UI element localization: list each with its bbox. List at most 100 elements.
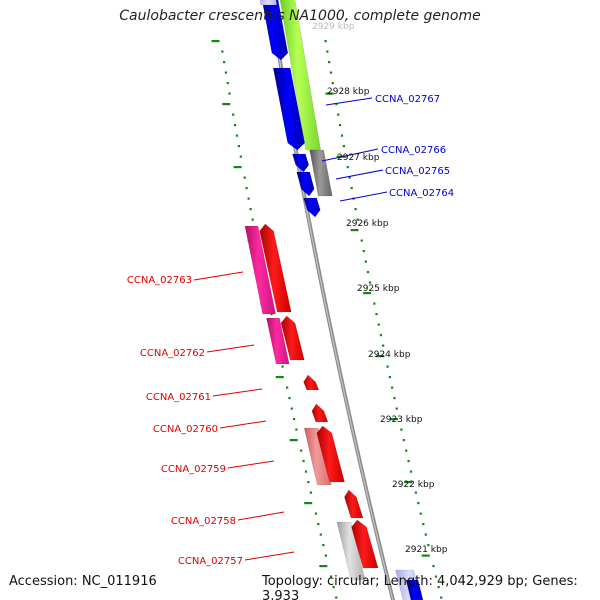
gene-ccna-02765-arrow[interactable] [296,171,315,197]
tick-label-2927: 2927 kbp [337,153,380,163]
outer-minor-tick [356,218,359,221]
outer-minor-tick [360,239,363,242]
gene-ccna-02761-arrow[interactable] [303,374,320,391]
gene-ccna-02762-arrow[interactable] [280,315,305,361]
inner-minor-tick [329,575,333,578]
outer-minor-tick [382,344,385,347]
outer-minor-tick [409,470,413,473]
outer-minor-tick [424,533,427,536]
backbone-strip [268,0,395,600]
outer-minor-tick [405,449,408,452]
tick-label-2922: 2922 kbp [392,480,435,490]
leader-ccna-02762 [206,344,255,353]
gene-ccna-02758-arrow[interactable] [344,489,364,519]
inner-minor-tick [226,82,229,85]
outer-minor-tick [388,376,391,379]
outer-minor-tick [326,50,329,53]
gene-ccna-02768-arrow[interactable] [261,0,289,61]
reverse-gene-labels: CCNA_02763 CCNA_02762 CCNA_02761 CCNA_02… [127,275,243,567]
gene-label-ccna-02760[interactable]: CCNA_02760 [153,424,218,435]
outer-minor-tick [400,428,403,431]
tick-label-2926: 2926 kbp [346,219,389,229]
inner-minor-tick [245,187,248,190]
gene-ccna-02760-arrow[interactable] [311,403,329,423]
inner-minor-tick [286,386,289,389]
top-lavender-feature[interactable] [259,0,278,6]
outer-minor-tick [386,365,389,368]
gene-label-ccna-02762[interactable]: CCNA_02762 [140,348,205,359]
tick-label-top-cut: 2929 kbp [312,22,355,32]
outer-minor-tick [350,187,353,190]
leader-ccna-02758 [237,511,285,521]
accession-label: Accession: NC_011916 [9,574,157,589]
inner-minor-tick [332,586,335,589]
outer-major-tick [404,481,413,484]
inner-minor-tick [243,176,246,179]
gene-ccna-02759-cds[interactable] [303,427,332,486]
gene-ccna-02763-cds[interactable] [244,225,277,315]
gene-ccna-02757-arrow[interactable] [351,519,379,569]
inner-minor-tick [228,92,231,95]
bottom-blue-feature[interactable] [405,579,424,600]
leader-ccna-02765 [335,169,384,180]
outer-minor-tick [354,208,357,211]
gene-label-ccna-02757[interactable]: CCNA_02757 [178,556,243,567]
inner-major-tick [233,166,242,169]
inner-minor-tick [235,134,239,137]
leader-ccna-02766 [321,148,379,162]
gene-ccna-02766-arrow[interactable] [292,153,310,173]
inner-minor-tick [290,407,293,410]
gene-label-ccna-02764[interactable]: CCNA_02764 [389,188,454,199]
inner-minor-tick [247,197,250,200]
inner-minor-tick [335,596,338,599]
outer-minor-tick [328,61,331,64]
inner-major-tick [222,103,231,106]
leader-ccna-02763 [193,271,244,281]
inner-minor-tick [292,418,296,421]
label-leader-lines [193,97,388,561]
outer-minor-tick [395,407,398,410]
gene-ccna-02759-arrow[interactable] [316,425,345,483]
inner-minor-tick [324,554,327,557]
inner-minor-tick [233,124,237,127]
inner-minor-tick [317,523,320,526]
gene-label-ccna-02761[interactable]: CCNA_02761 [146,392,211,403]
genome-summary-label: Topology: circular; Length: 4,042,929 bp… [262,574,578,600]
outer-minor-tick [368,281,372,284]
outer-minor-tick [366,271,370,274]
outer-minor-tick [419,512,422,515]
outer-minor-tick [337,113,340,116]
gene-label-ccna-02766[interactable]: CCNA_02766 [381,145,446,156]
gene-ccna-02763-arrow[interactable] [259,223,292,313]
gene-ccna-02762-cds[interactable] [266,317,290,365]
inner-minor-tick [249,208,252,211]
gene-label-ccna-02765[interactable]: CCNA_02765 [385,166,450,177]
inner-minor-tick [239,155,242,158]
leader-ccna-02759 [227,460,275,469]
inner-major-tick [275,376,284,379]
gene-label-ccna-02758[interactable]: CCNA_02758 [171,516,236,527]
gene-label-ccna-02763[interactable]: CCNA_02763 [127,275,192,286]
gene-grey-feature[interactable] [309,149,333,197]
gene-ccna-02767-arrow[interactable] [272,67,306,151]
gene-ccna-02757-grey[interactable] [336,521,366,581]
outer-minor-tick [338,124,342,127]
outer-minor-tick [393,397,396,400]
outer-minor-tick [427,544,430,547]
genome-backbone [268,0,395,600]
leader-ccna-02761 [212,388,263,397]
outer-minor-tick [434,575,438,578]
inner-minor-tick [302,460,305,463]
inner-minor-tick [322,544,325,547]
gene-ccna-02764-arrow[interactable] [303,197,321,218]
outer-minor-tick [373,302,376,305]
inner-minor-tick [221,50,224,53]
gene-label-ccna-02759[interactable]: CCNA_02759 [161,464,226,475]
gene-label-ccna-02767[interactable]: CCNA_02767 [375,94,440,105]
outer-minor-tick [432,565,435,568]
tick-label-2921: 2921 kbp [405,545,448,555]
map-title: Caulobacter crescentus NA1000, complete … [119,8,481,24]
outer-major-tick [350,229,359,232]
inner-minor-tick [288,397,291,400]
